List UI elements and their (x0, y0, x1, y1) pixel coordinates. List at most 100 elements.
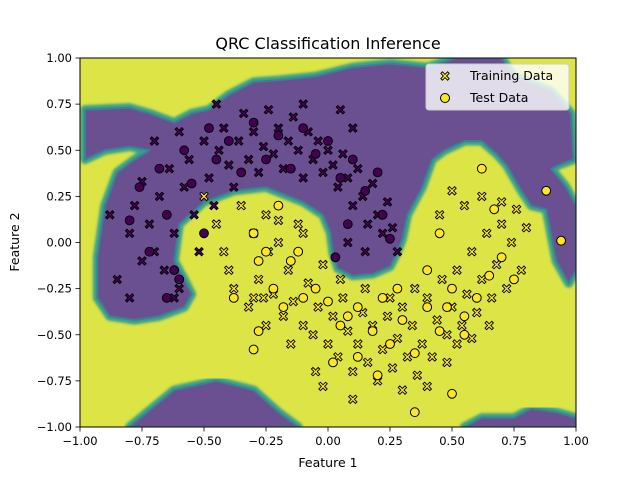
test-point (298, 123, 309, 134)
training-point (253, 274, 264, 285)
training-point (412, 370, 423, 381)
training-point (293, 219, 304, 229)
legend: Training Data Test Data (425, 63, 570, 111)
training-point (516, 265, 527, 276)
test-point (434, 228, 445, 239)
training-point (243, 154, 254, 165)
training-point (283, 136, 294, 146)
test-point (204, 123, 214, 134)
training-point (447, 185, 457, 196)
test-point (377, 209, 388, 220)
y-tick-label: −0.25 (37, 282, 72, 296)
test-point (285, 163, 296, 174)
test-point (335, 173, 346, 183)
test-point (199, 228, 209, 239)
training-point (432, 315, 442, 325)
x-tick-label: −0.50 (186, 434, 221, 448)
training-point (442, 357, 452, 368)
training-point (293, 145, 304, 156)
test-point (169, 265, 180, 276)
training-point (347, 366, 358, 377)
test-point (211, 154, 222, 165)
x-tick-label: −0.75 (124, 434, 159, 448)
training-point (288, 296, 299, 307)
training-point (243, 302, 254, 312)
training-point (459, 200, 470, 211)
test-point (372, 167, 383, 178)
training-point (189, 209, 199, 220)
y-tick-label: 0.50 (46, 143, 72, 157)
training-point (298, 320, 309, 331)
test-point (397, 315, 408, 325)
training-point (360, 246, 371, 257)
training-point (313, 136, 323, 146)
training-point (199, 191, 209, 202)
training-point (164, 163, 175, 174)
test-point (161, 293, 172, 303)
test-point (556, 235, 566, 246)
training-point (521, 222, 532, 233)
training-point (310, 366, 321, 377)
training-point (218, 246, 229, 257)
training-point (506, 237, 517, 248)
test-point (174, 274, 185, 285)
legend-training-marker-icon (440, 71, 450, 81)
test-point (134, 182, 145, 193)
legend-training-label: Training Data (469, 68, 553, 83)
training-point (278, 311, 289, 322)
training-point (104, 209, 115, 220)
test-point (293, 246, 304, 257)
training-point (402, 352, 413, 362)
training-point (174, 283, 185, 294)
test-point (484, 270, 495, 281)
training-point (328, 160, 338, 170)
test-point (471, 293, 482, 303)
training-point (144, 219, 155, 229)
training-point (223, 160, 234, 170)
training-point (174, 126, 185, 137)
test-point (298, 293, 309, 303)
x-axis-label: Feature 1 (298, 455, 357, 470)
y-tick-label: 1.00 (46, 51, 72, 65)
training-point (204, 173, 214, 183)
training-point (422, 381, 433, 392)
training-point (137, 256, 147, 266)
training-point (466, 246, 477, 257)
training-point (501, 283, 512, 294)
training-point (318, 381, 328, 392)
test-point (447, 283, 457, 294)
training-point (382, 197, 393, 207)
training-point (328, 311, 338, 322)
test-point (541, 185, 552, 196)
y-tick-label: −0.50 (37, 328, 72, 342)
training-point (209, 200, 219, 211)
x-tick-label: −1.00 (62, 434, 97, 448)
x-tick-label: 0.50 (439, 434, 465, 448)
test-point (377, 293, 388, 303)
test-point (422, 302, 433, 313)
test-point (228, 293, 239, 303)
test-point (273, 200, 284, 211)
test-point (310, 149, 321, 159)
test-point (179, 145, 190, 156)
training-point (283, 265, 294, 276)
training-point (179, 182, 190, 192)
training-point (273, 237, 284, 248)
training-point (335, 274, 346, 285)
y-axis: −1.00 −0.75 −0.50 −0.25 0.00 0.25 0.50 0.75 1.00 (37, 51, 80, 434)
test-point (124, 215, 135, 226)
training-point (362, 357, 373, 368)
test-point (489, 204, 500, 215)
test-point (476, 163, 487, 174)
training-point (462, 289, 472, 300)
test-point (459, 329, 470, 340)
training-point (298, 228, 309, 239)
plot-area (80, 58, 576, 427)
training-point (124, 228, 135, 239)
training-point (318, 167, 328, 178)
training-point (338, 149, 348, 159)
test-point (342, 219, 353, 230)
y-tick-label: −0.75 (37, 374, 72, 388)
training-point (124, 293, 135, 303)
training-point (362, 219, 373, 229)
